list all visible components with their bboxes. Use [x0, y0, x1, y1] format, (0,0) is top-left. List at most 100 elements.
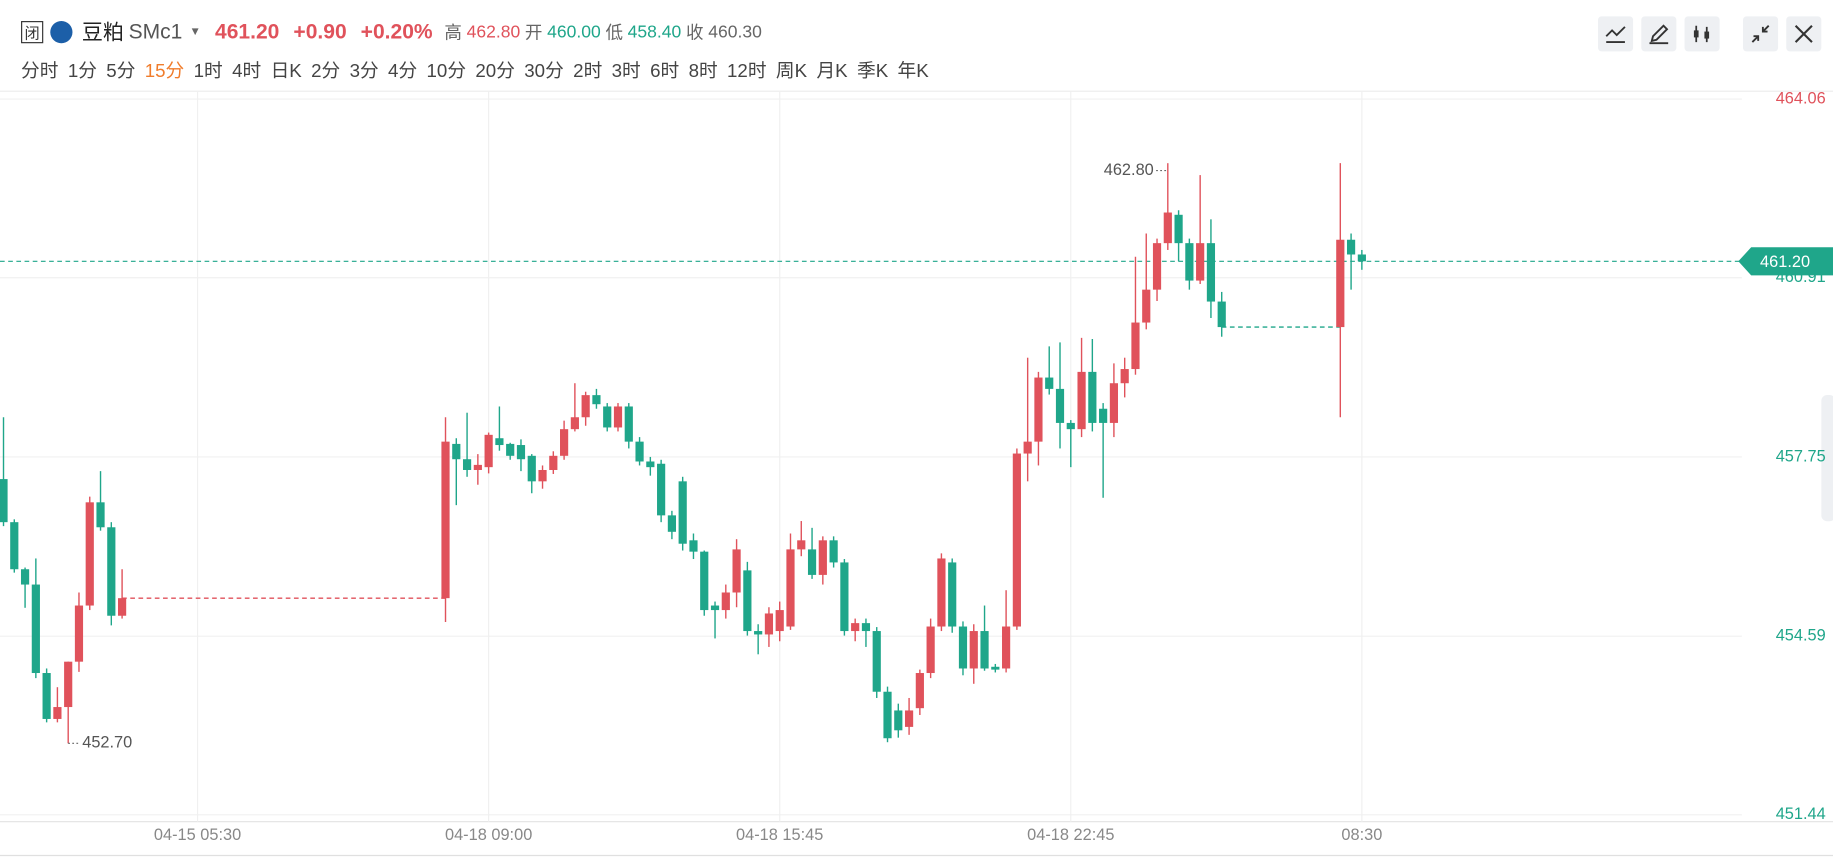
interval-tab[interactable]: 分时 — [21, 61, 59, 82]
candle-body — [118, 598, 127, 616]
open: 460.00 — [547, 21, 601, 42]
interval-tab[interactable]: 15分 — [144, 61, 185, 82]
interval-tab[interactable]: 12时 — [727, 61, 767, 82]
candle-body — [31, 584, 40, 674]
interval-tab[interactable]: 8时 — [688, 61, 718, 82]
candle-body — [1002, 626, 1011, 669]
candle-body — [549, 455, 558, 470]
candle-body — [667, 515, 676, 532]
interval-tab[interactable]: 5分 — [106, 61, 136, 82]
interval-tab[interactable]: 月K — [816, 61, 848, 82]
quote-bar: 闭 豆粕 SMc1 ▼ 461.20 +0.90 +0.20% 高 462.80… — [21, 16, 762, 46]
interval-tab[interactable]: 2分 — [311, 61, 341, 82]
candle-body — [42, 673, 51, 719]
low: 458.40 — [627, 21, 682, 42]
side-handle[interactable] — [1821, 395, 1833, 522]
chart-type-button[interactable] — [1684, 16, 1720, 52]
candle-body — [1185, 243, 1194, 281]
candle-body — [937, 558, 946, 627]
candle-body — [96, 502, 105, 528]
candle-body — [894, 710, 903, 731]
interval-tab[interactable]: 年K — [897, 61, 929, 82]
interval-tab[interactable]: 30分 — [524, 61, 564, 82]
y-tick-label: 454.59 — [1776, 626, 1826, 644]
candle-body — [10, 522, 19, 570]
fullscreen-button[interactable] — [1742, 16, 1779, 52]
candle-body — [1066, 422, 1075, 430]
interval-tab[interactable]: 1分 — [67, 61, 97, 82]
draw-button[interactable] — [1641, 16, 1677, 52]
x-tick-label: 04-15 05:30 — [154, 826, 241, 844]
high-label: 高 — [444, 22, 462, 43]
last-price-tag — [1738, 247, 1833, 276]
change: +0.90 — [293, 19, 347, 43]
candle-body — [797, 540, 806, 550]
icon — [1605, 26, 1626, 44]
icon — [1693, 25, 1710, 43]
candle-body — [948, 562, 957, 627]
candle-body — [484, 434, 493, 468]
low-label: 低 — [605, 22, 623, 43]
close: 460.30 — [708, 21, 762, 42]
candle-body — [506, 443, 515, 456]
close-button[interactable] — [1786, 16, 1822, 52]
candle-body — [1174, 214, 1183, 244]
interval-tab[interactable]: 季K — [857, 61, 889, 82]
candle-body — [53, 707, 62, 719]
candle-body — [1217, 301, 1226, 328]
close-label: 收 — [685, 22, 704, 43]
interval-tab[interactable]: 日K — [270, 61, 302, 82]
annotation-label: 452.70 — [82, 734, 132, 752]
interval-tab[interactable]: 20分 — [475, 61, 515, 82]
candle-body — [1120, 369, 1129, 384]
candle-body — [904, 710, 914, 727]
candle-body — [462, 459, 472, 470]
interval-tab[interactable]: 3时 — [611, 61, 641, 82]
candle-body — [764, 613, 774, 635]
instrument-name: 豆粕 — [81, 21, 124, 45]
candle-body — [527, 455, 536, 482]
interval-tabs: 分时 1分 5分 15分 1时 4时 日K 2分 3分 4分 10分 20分 30分 2时 3时 6时 8时 12… — [21, 55, 929, 83]
candle-body — [20, 569, 30, 585]
candle-body — [657, 463, 666, 516]
open-label: 开 — [524, 22, 543, 43]
x-tick-label: 04-18 15:45 — [736, 826, 823, 844]
candle-body — [1163, 212, 1172, 244]
candle-body — [926, 626, 935, 674]
candle-body — [560, 429, 569, 456]
candle-body — [1045, 377, 1054, 389]
candle-body — [969, 631, 978, 669]
candle-body — [710, 605, 720, 611]
indicator-button[interactable] — [1598, 16, 1634, 52]
candle-body — [441, 441, 450, 599]
candle-body — [775, 610, 784, 632]
candle-body — [64, 661, 73, 708]
candle-body — [883, 691, 892, 739]
interval-tab[interactable]: 3分 — [349, 61, 379, 82]
candle-body — [689, 540, 698, 552]
interval-tab[interactable]: 4时 — [232, 61, 262, 82]
logo — [50, 20, 73, 43]
interval-tab[interactable]: 10分 — [426, 61, 467, 82]
dropdown-caret[interactable]: ▼ — [189, 25, 201, 38]
interval-tab[interactable]: 1时 — [193, 61, 223, 82]
high: 462.80 — [466, 21, 521, 42]
candle-body — [1131, 322, 1140, 370]
instrument-symbol[interactable]: SMc1 — [128, 19, 183, 43]
candle-body — [1206, 243, 1216, 302]
interval-tab[interactable]: 周K — [775, 61, 808, 82]
candle-body — [1346, 239, 1356, 255]
candle-body — [958, 626, 968, 669]
interval-tab[interactable]: 4分 — [388, 61, 418, 82]
candle-body — [74, 605, 84, 662]
candle-body — [915, 673, 924, 709]
candle-body — [754, 631, 763, 635]
interval-tab[interactable]: 2时 — [573, 61, 603, 82]
candle-body — [1088, 371, 1097, 423]
x-tick-label: 08:30 — [1341, 826, 1382, 844]
candle-body — [1099, 408, 1108, 423]
interval-tab[interactable]: 6时 — [650, 61, 680, 82]
candle-body — [107, 527, 116, 616]
candle-body — [1012, 453, 1021, 627]
candle-body — [1034, 377, 1043, 442]
